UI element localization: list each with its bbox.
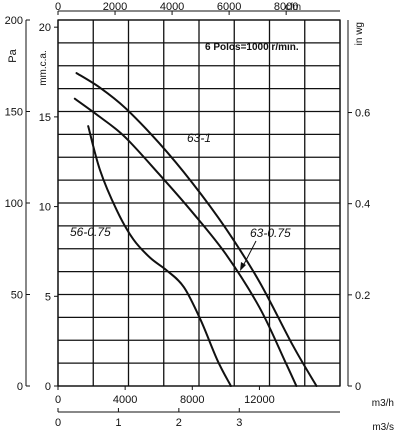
tick-label-mmca: 10 [39,202,51,214]
axis-label-m3s: m3/s [372,422,394,433]
tick-label-cfm: 8000 [274,1,298,13]
tick-label-m3s: 2 [176,417,182,429]
axis-label-m3h: m3/h [372,398,394,409]
tick-label-m3s: 0 [55,417,61,429]
tick-label-mmca: 15 [39,112,51,124]
plot-frame [57,19,341,387]
tick-label-inwg: 0.6 [355,108,370,120]
tick-label-pa: 0 [17,381,23,393]
performance-curves [73,72,318,387]
axis-label-cfm: cfm [285,2,301,13]
series-line-63-1 [75,72,318,387]
tick-label-pa: 150 [5,107,23,119]
axis-label-pa: Pa [7,48,19,62]
tick-label-cfm: 6000 [217,1,241,13]
tick-label-m3h: 0 [55,394,61,406]
grid-lines [57,19,341,387]
tick-label-pa: 50 [11,290,23,302]
tick-label-m3h: 4000 [113,394,137,406]
axes: 0 4000 8000 12000 m3/h0 1 2 3 m3/s0 2000 4000 6000 8… [5,1,394,433]
tick-label-inwg: 0 [355,381,361,393]
tick-label-inwg: 0.2 [355,290,370,302]
tick-label-m3s: 3 [236,417,242,429]
tick-label-pa: 100 [5,198,23,210]
series-label-63-0-75-arrowhead [240,262,246,271]
tick-label-m3s: 1 [115,417,121,429]
series-label-63-0-75-leader [241,240,257,269]
series-line-56-0-75 [87,125,232,387]
tick-label-mmca: 20 [39,22,51,34]
series-line-63-0-75 [73,97,298,387]
annotations: 6 Polos=1000 r/min. 63-1 63-0.75 56-0.75 [70,42,299,271]
tick-label-m3h: 12000 [244,394,275,406]
tick-label-mmca: 0 [45,381,51,393]
tick-label-pa: 200 [5,15,23,27]
tick-label-mmca: 5 [45,291,51,303]
tick-label-m3h: 8000 [180,394,204,406]
axis-label-inwg: in wg [354,22,365,45]
tick-label-cfm: 2000 [103,1,127,13]
axis-label-mmca: mm.c.a. [38,50,49,86]
series-label-63-0-75: 63-0.75 [250,226,291,240]
speed-annotation: 6 Polos=1000 r/min. [205,42,299,53]
series-label-63-1: 63-1 [187,131,211,145]
tick-label-inwg: 0.4 [355,199,370,211]
series-label-56-0-75: 56-0.75 [70,225,111,239]
tick-label-cfm: 0 [55,1,61,13]
tick-label-cfm: 4000 [160,1,184,13]
